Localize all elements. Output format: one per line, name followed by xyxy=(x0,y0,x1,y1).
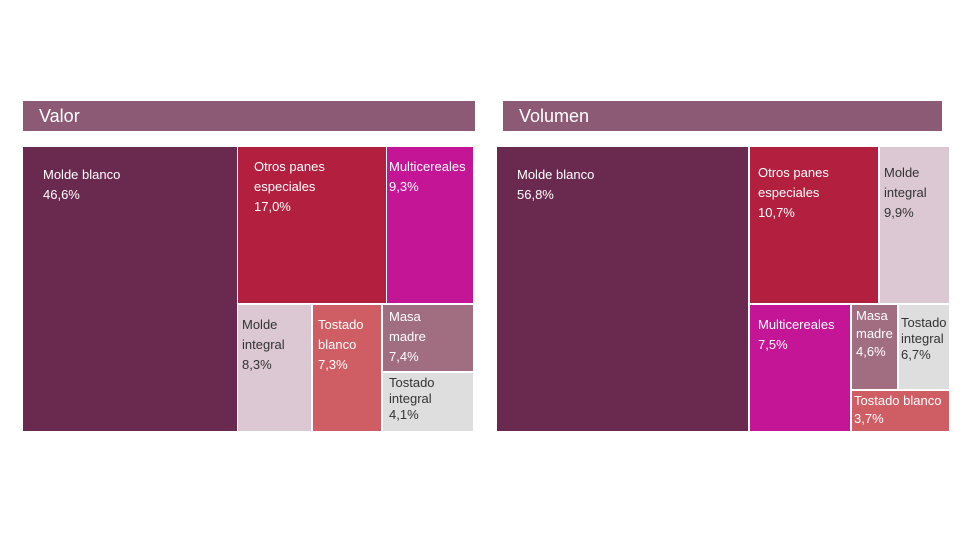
volumen-cell-tostado-blanco: Tostado blanco 3,7% xyxy=(852,391,949,431)
valor-header: Valor xyxy=(23,101,475,131)
valor-cell-masa-madre: Masa madre 7,4% xyxy=(383,305,473,371)
valor-cell-otros-panes: Otros panes especiales 17,0% xyxy=(238,147,386,303)
valor-cell-molde-integral: Molde integral 8,3% xyxy=(238,305,311,431)
volumen-cell-otros-panes: Otros panes especiales 10,7% xyxy=(750,147,878,303)
volumen-header: Volumen xyxy=(503,101,942,131)
volumen-cell-molde-integral: Molde integral 9,9% xyxy=(880,147,949,303)
volumen-cell-molde-blanco: Molde blanco 56,8% xyxy=(497,147,748,431)
volumen-cell-masa-madre: Masa madre 4,6% xyxy=(852,305,897,389)
volumen-cell-tostado-integral: Tostado integral 6,7% xyxy=(899,305,949,389)
valor-cell-molde-blanco: Molde blanco 46,6% xyxy=(23,147,237,431)
volumen-cell-multicereales: Multicereales 7,5% xyxy=(750,305,850,431)
valor-cell-multicereales: Multicereales 9,3% xyxy=(387,147,473,303)
valor-cell-tostado-blanco: Tostado blanco 7,3% xyxy=(313,305,381,431)
valor-cell-tostado-integral: Tostado integral 4,1% xyxy=(383,373,473,431)
